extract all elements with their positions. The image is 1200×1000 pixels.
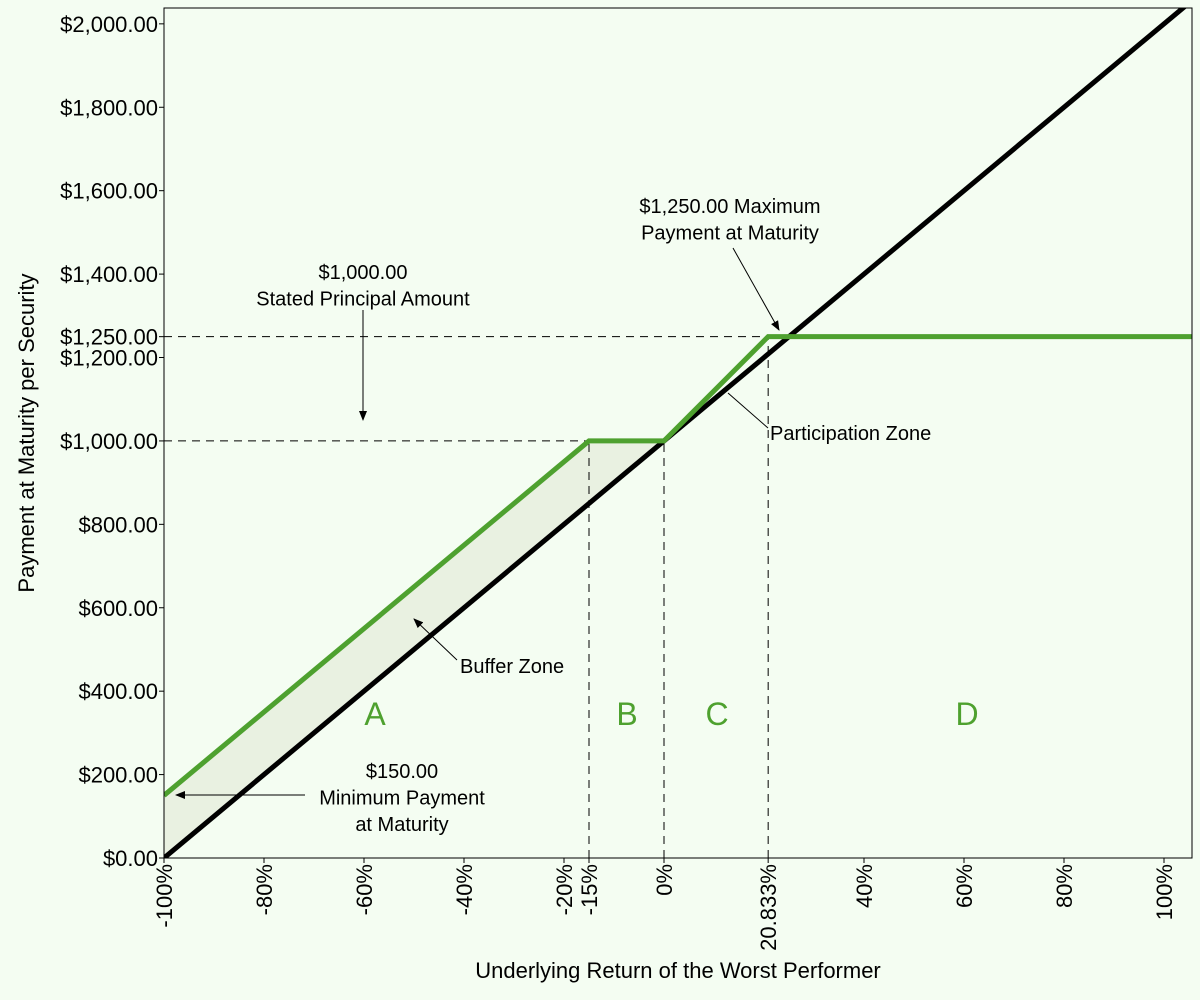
annotation: $150.00 <box>366 761 438 783</box>
zone-label: A <box>364 696 386 732</box>
x-tick-label: 100% <box>1152 864 1177 920</box>
y-tick-label: $1,250.00 <box>60 325 158 350</box>
annotation-arrow <box>732 247 780 331</box>
x-tick-label: -20% <box>552 864 577 915</box>
x-tick-label: 80% <box>1052 864 1077 908</box>
y-tick-label: $0.00 <box>103 846 158 871</box>
y-tick-label: $400.00 <box>78 679 158 704</box>
y-axis-label: Payment at Maturity per Security <box>14 273 39 592</box>
y-tick-label: $800.00 <box>78 512 158 537</box>
y-tick-label: $1,000.00 <box>60 429 158 454</box>
annotation: Stated Principal Amount <box>256 289 470 311</box>
zone-label: D <box>955 696 978 732</box>
annotation: $1,250.00 Maximum <box>639 196 820 218</box>
y-tick-label: $2,000.00 <box>60 12 158 37</box>
plot-area <box>164 8 1192 858</box>
x-tick-label: -100% <box>152 864 177 928</box>
annotation-arrow <box>727 392 769 429</box>
annotation: $1,000.00 <box>319 262 408 284</box>
x-tick-label: -15% <box>577 864 602 915</box>
y-tick-label: $1,200.00 <box>60 346 158 371</box>
annotation-arrow <box>413 618 458 661</box>
annotation: Buffer Zone <box>460 656 564 678</box>
y-tick-label: $200.00 <box>78 763 158 788</box>
y-tick-label: $600.00 <box>78 596 158 621</box>
x-axis-label: Underlying Return of the Worst Performer <box>475 958 881 983</box>
x-tick-label: -40% <box>452 864 477 915</box>
annotation: at Maturity <box>355 814 448 836</box>
x-tick-label: 0% <box>652 864 677 896</box>
plot-frame <box>163 7 1193 859</box>
annotation: Payment at Maturity <box>641 223 819 245</box>
y-tick-label: $1,800.00 <box>60 95 158 120</box>
y-tick-label: $1,600.00 <box>60 179 158 204</box>
x-tick-label: 40% <box>852 864 877 908</box>
zone-label: C <box>705 696 728 732</box>
series-line <box>164 334 1192 798</box>
y-tick-label: $1,400.00 <box>60 262 158 287</box>
zone-label: B <box>616 696 637 732</box>
x-tick-label: 20.833% <box>756 864 781 951</box>
x-tick-label: -60% <box>352 864 377 915</box>
annotation: Participation Zone <box>770 423 931 445</box>
x-tick-label: -80% <box>252 864 277 915</box>
x-tick-label: 60% <box>952 864 977 908</box>
annotation: Minimum Payment <box>319 788 485 810</box>
